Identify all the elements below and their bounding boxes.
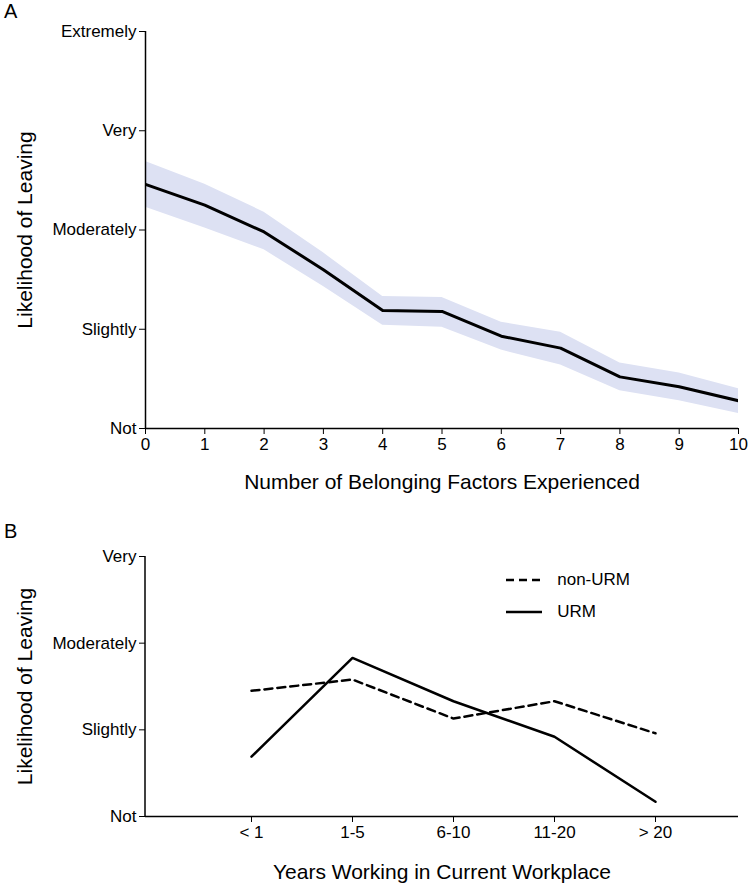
svg-text:9: 9 (674, 435, 683, 454)
svg-text:10: 10 (729, 435, 748, 454)
svg-text:Likelihood of Leaving: Likelihood of Leaving (13, 131, 36, 328)
html-text:B: B (4, 520, 18, 542)
svg-text:8: 8 (615, 435, 624, 454)
svg-text:Years Working in Current Workp: Years Working in Current Workplace (273, 860, 611, 883)
svg-text:3: 3 (319, 435, 328, 454)
svg-text:< 1: < 1 (239, 823, 263, 842)
svg-text:Extremely: Extremely (61, 22, 137, 41)
svg-text:Moderately: Moderately (52, 220, 137, 239)
svg-text:Not: Not (110, 419, 137, 438)
svg-text:Not: Not (110, 807, 137, 826)
svg-text:Moderately: Moderately (52, 634, 137, 653)
html-text:non-URM: non-URM (557, 570, 630, 589)
svg-text:Slightly: Slightly (82, 320, 137, 339)
svg-text:1: 1 (200, 435, 209, 454)
svg-text:Slightly: Slightly (82, 720, 137, 739)
svg-text:Very: Very (102, 121, 137, 140)
svg-text:Number of Belonging Factors Ex: Number of Belonging Factors Experienced (244, 470, 640, 493)
svg-text:2: 2 (259, 435, 268, 454)
svg-text:4: 4 (378, 435, 387, 454)
svg-text:> 20: > 20 (639, 823, 673, 842)
svg-text:11-20: 11-20 (533, 823, 575, 842)
svg-text:Very: Very (102, 547, 137, 566)
svg-text:6-10: 6-10 (436, 823, 470, 842)
html-text:URM: URM (557, 602, 596, 621)
svg-text:5: 5 (437, 435, 446, 454)
svg-text:0: 0 (141, 435, 150, 454)
svg-text:6: 6 (497, 435, 506, 454)
html-text:A: A (4, 0, 18, 22)
svg-text:7: 7 (556, 435, 565, 454)
svg-text:1-5: 1-5 (340, 823, 365, 842)
svg-text:Likelihood of Leaving: Likelihood of Leaving (13, 588, 36, 785)
